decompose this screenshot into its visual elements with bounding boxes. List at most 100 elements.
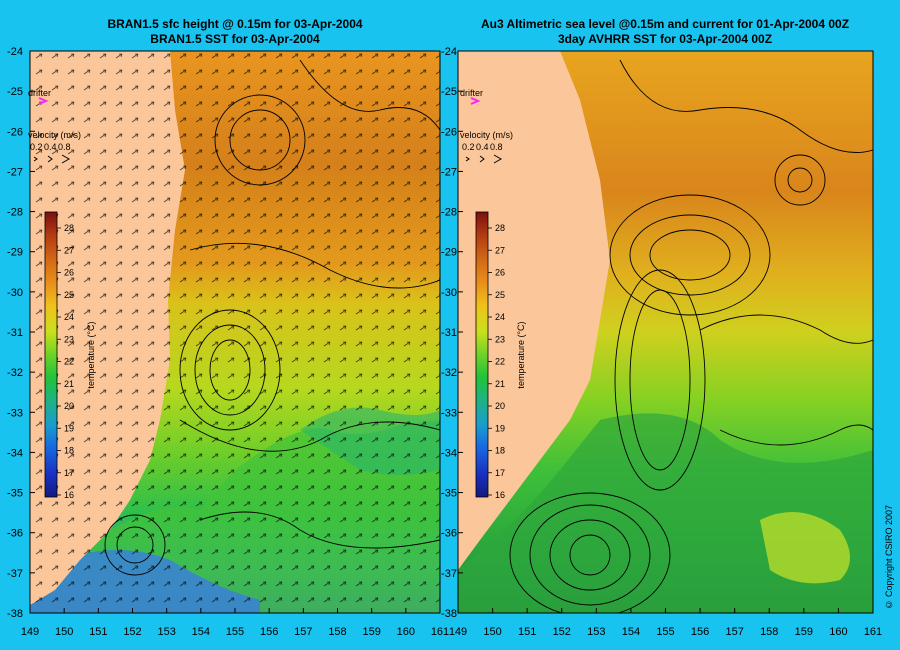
right-title: Au3 Altimetric sea level @0.15m and curr… <box>455 17 875 47</box>
lon-tick-label: 151 <box>89 626 107 638</box>
left-title-line2: BRAN1.5 SST for 03-Apr-2004 <box>150 32 320 46</box>
left-legend: drifter velocity (m/s) 0.2 0.4 0.8 28 27 2… <box>28 88 96 500</box>
lon-tick-label: 161 <box>864 626 882 638</box>
colorbar-tick-label: 16 <box>495 490 505 500</box>
colorbar-tick-label: 20 <box>64 401 74 411</box>
velocity-label-right: velocity (m/s) <box>460 130 513 140</box>
colorbar-tick-label: 17 <box>64 468 74 478</box>
right-title-line1: Au3 Altimetric sea level @0.15m and curr… <box>480 17 850 31</box>
lon-tick-label: 155 <box>226 626 244 638</box>
lon-tick-label: 158 <box>328 626 346 638</box>
velocity-label: velocity (m/s) <box>28 130 81 140</box>
lat-tick-label: -37 <box>441 568 457 580</box>
lat-tick-label: -30 <box>7 287 23 299</box>
colorbar-tick-label: 26 <box>64 268 74 278</box>
colorbar-tick-label: 24 <box>64 312 74 322</box>
lon-tick-label: 152 <box>123 626 141 638</box>
lon-tick-label: 154 <box>192 626 210 638</box>
colorbar-tick-label: 20 <box>495 401 505 411</box>
colorbar-tick-label: 24 <box>495 312 505 322</box>
lon-tick-label: 160 <box>829 626 847 638</box>
lat-tick-label: -33 <box>7 407 23 419</box>
lat-tick-label: -24 <box>7 46 23 58</box>
temperature-label: temperature (°C) <box>86 321 96 388</box>
lat-tick-label: -29 <box>441 247 457 259</box>
colorbar-tick-label: 21 <box>495 379 505 389</box>
lat-tick-label: -27 <box>441 166 457 178</box>
colorbar-tick-label: 21 <box>64 379 74 389</box>
lon-tick-label: 158 <box>760 626 778 638</box>
temperature-label-right: temperature (°C) <box>516 321 526 388</box>
lon-tick-label: 150 <box>483 626 501 638</box>
lon-tick-label: 156 <box>260 626 278 638</box>
lat-tick-label: -31 <box>7 327 23 339</box>
lat-tick-label: -29 <box>7 247 23 259</box>
lat-tick-label: -34 <box>7 447 23 459</box>
left-title: BRAN1.5 sfc height @ 0.15m for 03-Apr-20… <box>30 17 440 47</box>
left-title-line1: BRAN1.5 sfc height @ 0.15m for 03-Apr-20… <box>107 17 363 31</box>
colorbar-tick-label: 17 <box>495 468 505 478</box>
lat-tick-label: -24 <box>441 46 457 58</box>
lon-tick-label: 160 <box>397 626 415 638</box>
right-lat-axis: -24 -25 -26 -27 -28 -29 -30 -31 -32 -33 -34 -35 -36 -… <box>441 46 463 620</box>
lon-tick-label: 152 <box>553 626 571 638</box>
lat-tick-label: -32 <box>7 367 23 379</box>
colorbar-tick-label: 28 <box>64 223 74 233</box>
right-contours <box>509 59 873 613</box>
lon-tick-label: 153 <box>587 626 605 638</box>
left-contours <box>104 59 440 576</box>
velocity-value-2-right: 0.4 <box>476 142 489 152</box>
lat-tick-label: -25 <box>7 86 23 98</box>
lat-tick-label: -31 <box>441 327 457 339</box>
lat-tick-label: -32 <box>441 367 457 379</box>
velocity-value-2: 0.4 <box>44 142 57 152</box>
velocity-arrows-icon-right <box>465 154 503 164</box>
lat-tick-label: -28 <box>7 207 23 219</box>
right-legend: drifter velocity (m/s) 0.2 0.4 0.8 28 27 2… <box>460 88 526 500</box>
velocity-value-3-right: 0.8 <box>490 142 503 152</box>
temperature-colorbar <box>44 211 58 498</box>
colorbar-tick-label: 25 <box>64 290 74 300</box>
left-lat-axis: -24 -25 -26 -27 -28 -29 -30 -31 -32 -33 -34 -35 -36 -… <box>7 46 35 620</box>
lat-tick-label: -35 <box>7 488 23 500</box>
colorbar-tick-label: 16 <box>64 490 74 500</box>
lat-tick-label: -34 <box>441 447 457 459</box>
right-title-line2: 3day AVHRR SST for 03-Apr-2004 00Z <box>557 32 773 46</box>
lon-tick-label: 153 <box>157 626 175 638</box>
left-lon-axis: 149 150 151 152 153 154 155 156 157 158 159 160 161 <box>21 608 449 638</box>
colorbar-tick-label: 27 <box>64 245 74 255</box>
lat-tick-label: -27 <box>7 166 23 178</box>
lat-tick-label: -37 <box>7 568 23 580</box>
lon-tick-label: 159 <box>795 626 813 638</box>
right-land <box>458 51 610 570</box>
drifter-icon-right <box>470 97 481 105</box>
lon-tick-label: 156 <box>691 626 709 638</box>
lat-tick-label: -28 <box>441 207 457 219</box>
lat-tick-label: -25 <box>441 86 457 98</box>
velocity-value-3: 0.8 <box>58 142 71 152</box>
lon-tick-label: 157 <box>294 626 312 638</box>
lon-tick-label: 149 <box>449 626 467 638</box>
velocity-value-1-right: 0.2 <box>462 142 475 152</box>
drifter-label: drifter <box>28 88 51 98</box>
lat-tick-label: -26 <box>441 126 457 138</box>
colorbar-tick-label: 19 <box>495 423 505 433</box>
velocity-arrows-icon <box>33 154 71 164</box>
lon-tick-label: 149 <box>21 626 39 638</box>
colorbar-tick-label: 19 <box>64 423 74 433</box>
lat-tick-label: -35 <box>441 488 457 500</box>
lat-tick-label: -38 <box>7 608 23 620</box>
lon-tick-label: 154 <box>622 626 640 638</box>
colorbar-tick-label: 18 <box>64 446 74 456</box>
lat-tick-label: -36 <box>7 528 23 540</box>
copyright-text: © Copyright CSIRO 2007 <box>884 505 894 610</box>
lon-tick-label: 157 <box>725 626 743 638</box>
right-lon-axis: 149 150 151 152 153 154 155 156 157 158 159 160 161 <box>449 608 882 638</box>
lon-tick-label: 150 <box>55 626 73 638</box>
right-map <box>458 51 873 613</box>
colorbar-tick-label: 27 <box>495 245 505 255</box>
colorbar-tick-label: 23 <box>495 334 505 344</box>
colorbar-tick-label: 18 <box>495 446 505 456</box>
temperature-colorbar-right <box>475 211 489 498</box>
